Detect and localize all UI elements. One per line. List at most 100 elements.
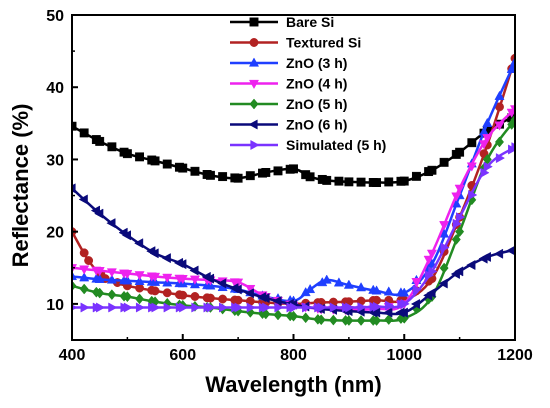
data-point [305,283,316,294]
data-point [84,256,94,266]
data-point [509,56,515,66]
data-point [478,140,490,150]
data-point [438,278,448,289]
data-point [107,289,117,301]
data-point [455,226,465,238]
legend-label: ZnO (5 h) [286,96,347,112]
data-point [122,291,132,303]
data-point [205,293,215,303]
data-point [162,288,172,298]
data-point [273,166,283,176]
legend-label: Bare Si [286,14,334,30]
data-point [274,302,284,313]
data-point [321,274,332,284]
data-point [206,302,216,313]
legend-entry: Simulated (5 h) [230,137,386,153]
data-point [426,288,436,299]
data-point [189,265,199,276]
data-point [494,90,505,100]
data-point [233,173,243,183]
data-point [383,286,394,296]
data-point [451,234,461,245]
data-point [150,286,160,296]
data-point [357,302,367,313]
data-point [135,152,145,162]
data-point [356,282,367,292]
series-layer [72,53,515,326]
legend-marker [248,57,260,67]
data-point [329,302,339,313]
legend-label: Textured Si [286,35,361,51]
data-point [151,302,161,313]
data-point [494,121,505,131]
x-tick-label: 1200 [497,347,533,364]
data-point [72,270,78,281]
data-point [204,273,215,284]
legend-marker [248,79,260,90]
data-point [411,171,421,181]
data-point [262,302,272,313]
x-tick-label: 1000 [386,347,422,364]
data-point [122,149,132,159]
data-point [135,293,145,305]
data-point [372,301,383,312]
data-point [468,189,478,201]
data-point [288,310,299,322]
data-point [94,273,105,283]
legend-entry: Textured Si [230,35,361,51]
data-point [344,177,354,187]
data-point [385,300,395,311]
data-point [218,172,228,182]
data-point [121,230,131,241]
y-tick-label: 20 [46,225,64,242]
data-point [333,277,344,287]
data-point [108,302,118,313]
data-point [135,283,145,293]
data-point [149,248,159,259]
data-point [344,315,354,326]
data-point [481,251,491,262]
data-point [301,312,311,324]
legend-label: ZnO (6 h) [286,117,347,133]
data-point [150,156,160,166]
data-point [135,302,146,313]
data-point [96,302,106,313]
data-point [440,242,450,253]
data-point [189,275,200,285]
legend-entry: ZnO (6 h) [230,117,347,133]
data-point [190,292,200,301]
data-point [178,163,188,173]
y-tick-label: 30 [46,152,64,169]
data-point [246,302,256,313]
data-point [134,271,145,281]
data-point [79,265,90,275]
data-point [72,280,77,292]
legend-marker [249,98,259,110]
legend-label: ZnO (4 h) [286,76,347,92]
data-point [398,307,408,318]
y-tick-label: 10 [46,297,64,314]
data-point [106,274,117,284]
data-point [426,249,437,259]
data-point [106,268,117,278]
data-point [506,63,515,73]
legend-marker [250,139,260,151]
data-point [106,218,116,229]
data-point [494,136,505,148]
data-point [260,293,270,304]
data-point [122,275,133,285]
data-point [467,138,477,148]
data-point [454,184,465,194]
data-point [245,171,255,181]
y-tick-label: 50 [46,8,64,25]
data-point [482,134,493,144]
data-point [94,267,105,277]
legend-marker [249,17,259,27]
data-point [95,136,105,146]
data-point [410,298,421,310]
data-point [72,264,78,274]
data-point [399,176,409,186]
data-point [273,309,283,321]
legend-entry: Bare Si [230,14,334,30]
